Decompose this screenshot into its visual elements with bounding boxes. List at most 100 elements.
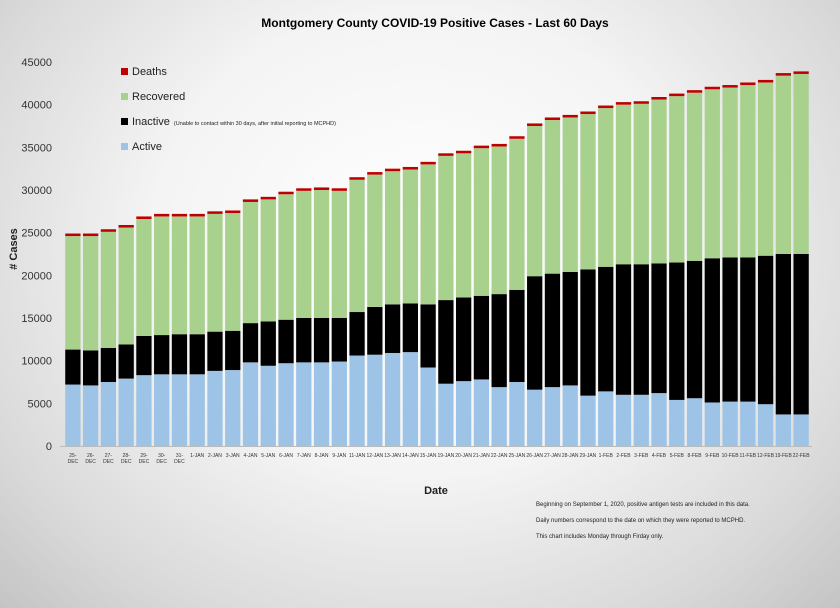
bar-active xyxy=(438,383,454,446)
footnote-weekdays: This chart includes Monday through Firda… xyxy=(536,534,664,540)
y-tick-label: 0 xyxy=(46,441,52,453)
bar-inactive xyxy=(669,262,685,400)
bars xyxy=(65,71,809,446)
bar-inactive xyxy=(331,318,347,362)
bar-recovered xyxy=(189,216,205,335)
bar-inactive xyxy=(615,264,632,395)
x-tick-label: 4-FEB xyxy=(652,453,667,459)
bar-inactive xyxy=(154,335,170,375)
bar-active xyxy=(100,382,117,446)
bar-active xyxy=(491,387,507,446)
bar-inactive xyxy=(225,330,241,371)
bar-active xyxy=(402,352,418,446)
bar-deaths xyxy=(651,96,667,100)
bar-active xyxy=(296,362,312,446)
bar-inactive xyxy=(473,295,490,380)
bar-recovered xyxy=(349,179,365,313)
bar-recovered xyxy=(686,92,703,261)
bar-recovered xyxy=(740,85,756,258)
y-axis-label: # Cases xyxy=(8,228,20,270)
x-tick-label: 26-DEC xyxy=(85,453,96,465)
bar-active xyxy=(544,387,561,446)
bar-inactive xyxy=(740,257,756,402)
bar-deaths xyxy=(509,136,525,139)
bar-deaths xyxy=(633,101,649,104)
bar-deaths xyxy=(296,188,312,191)
x-tick-label: 27-JAN xyxy=(544,453,561,459)
bar-inactive xyxy=(420,304,436,368)
bar-active xyxy=(189,374,205,446)
bar-active xyxy=(651,393,667,446)
bar-recovered xyxy=(384,171,401,305)
y-tick-label: 25000 xyxy=(21,228,52,240)
x-tick-label: 1-JAN xyxy=(190,453,204,459)
bar-recovered xyxy=(65,236,81,350)
bar-active xyxy=(633,394,649,446)
bar-recovered xyxy=(296,190,312,318)
bar-inactive xyxy=(562,271,578,386)
bar-recovered xyxy=(598,108,614,267)
x-tick-label: 13-JAN xyxy=(384,453,401,459)
bar-inactive xyxy=(456,297,472,382)
bar-deaths xyxy=(775,73,791,76)
bar-deaths xyxy=(544,117,561,121)
bar-recovered xyxy=(118,227,134,345)
bar-active xyxy=(83,385,99,446)
x-axis-label: Date xyxy=(424,485,448,497)
bar-recovered xyxy=(242,201,259,324)
bar-inactive xyxy=(171,334,188,375)
bar-active xyxy=(278,363,294,446)
bar-active xyxy=(562,385,578,446)
bar-inactive xyxy=(207,331,223,371)
x-tick-label: 2-JAN xyxy=(208,453,222,459)
bar-active xyxy=(349,355,365,446)
x-tick-label: 12-FEB xyxy=(757,453,775,459)
bar-inactive xyxy=(757,255,774,405)
bar-recovered xyxy=(562,117,578,272)
bar-recovered xyxy=(757,82,774,256)
bar-active xyxy=(793,414,809,446)
bar-deaths xyxy=(757,79,774,83)
bar-deaths xyxy=(367,172,383,175)
bar-deaths xyxy=(154,213,170,217)
bar-active xyxy=(65,384,81,446)
bar-inactive xyxy=(136,335,152,376)
bar-active xyxy=(420,367,436,446)
bar-active xyxy=(740,401,756,446)
bar-recovered xyxy=(722,87,738,258)
bar-deaths xyxy=(171,213,188,217)
x-tick-label: 9-FEB xyxy=(705,453,720,459)
x-tick-label: 1-FEB xyxy=(599,453,614,459)
x-tick-label: 30-DEC xyxy=(156,453,167,465)
x-tick-label: 8-JAN xyxy=(315,453,329,459)
bar-deaths xyxy=(83,233,99,237)
bar-active xyxy=(775,414,791,446)
bar-deaths xyxy=(260,196,276,200)
x-tick-label: 14-JAN xyxy=(402,453,419,459)
y-tick-label: 40000 xyxy=(21,100,52,112)
bar-recovered xyxy=(651,99,667,264)
bar-active xyxy=(669,399,685,446)
bar-recovered xyxy=(136,219,152,336)
x-tick-label: 29-DEC xyxy=(139,453,150,465)
x-tick-label: 10-FEB xyxy=(722,453,740,459)
bar-active xyxy=(580,395,596,446)
bar-inactive xyxy=(651,263,667,394)
bar-active xyxy=(260,365,276,446)
bar-active xyxy=(598,391,614,446)
bar-deaths xyxy=(420,161,436,165)
legend-swatch-inactive xyxy=(121,118,128,125)
bar-deaths xyxy=(598,105,614,109)
bar-active xyxy=(171,374,188,446)
bar-recovered xyxy=(154,216,170,336)
x-axis: 25-DEC 26-DEC 27-DEC 28-DEC 29-DEC 30-DEC 31-D… xyxy=(68,453,811,465)
bar-deaths xyxy=(65,233,81,237)
bar-recovered xyxy=(456,153,472,298)
x-tick-label: 22-JAN xyxy=(491,453,508,459)
x-tick-label: 27-DEC xyxy=(103,453,114,465)
bar-deaths xyxy=(615,102,632,105)
bar-deaths xyxy=(740,82,756,86)
bar-inactive xyxy=(438,300,454,384)
bar-active xyxy=(118,378,134,446)
bar-inactive xyxy=(580,269,596,396)
